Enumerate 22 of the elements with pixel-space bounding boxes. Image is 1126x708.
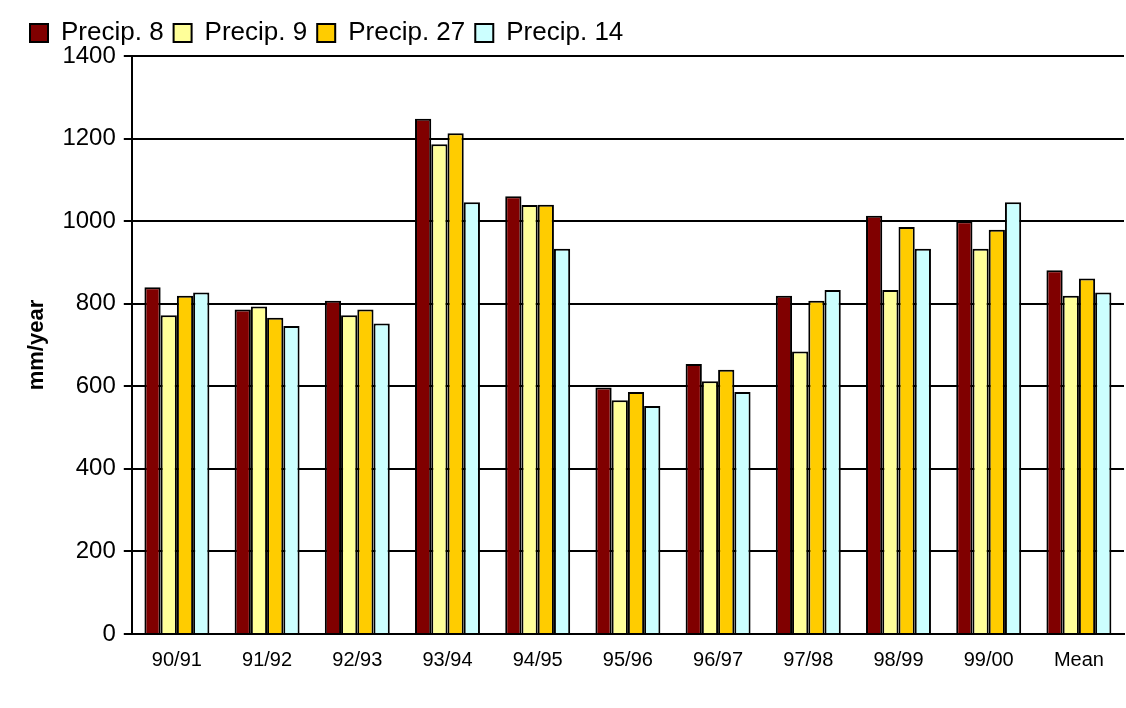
x-tick-label: 99/00 bbox=[963, 647, 1014, 670]
y-tick-label: 0 bbox=[102, 618, 116, 646]
y-axis-title: mm/year bbox=[23, 299, 49, 391]
y-tick-label: 1000 bbox=[62, 205, 116, 233]
y-tick-label: 1200 bbox=[62, 123, 116, 151]
x-tick-label: 90/91 bbox=[151, 647, 202, 670]
x-tick-label: 93/94 bbox=[422, 647, 473, 670]
x-tick-label: 98/99 bbox=[873, 647, 924, 670]
y-tick-label: 600 bbox=[75, 370, 116, 398]
x-tick-label: 92/93 bbox=[332, 647, 383, 670]
y-tick-label: 200 bbox=[75, 536, 116, 564]
x-tick-label: Mean bbox=[1053, 647, 1104, 670]
x-tick-label: 91/92 bbox=[242, 647, 293, 670]
x-tick-label: 94/95 bbox=[512, 647, 563, 670]
y-tick-label: 400 bbox=[75, 453, 116, 481]
legend-label: Precip. 27 bbox=[348, 16, 466, 47]
x-tick-label: 95/96 bbox=[602, 647, 653, 670]
legend-label: Precip. 9 bbox=[204, 16, 308, 47]
y-tick-label: 800 bbox=[75, 288, 116, 316]
x-tick-label: 96/97 bbox=[693, 647, 744, 670]
x-tick-label: 97/98 bbox=[783, 647, 834, 670]
legend-label: Precip. 14 bbox=[506, 16, 624, 47]
